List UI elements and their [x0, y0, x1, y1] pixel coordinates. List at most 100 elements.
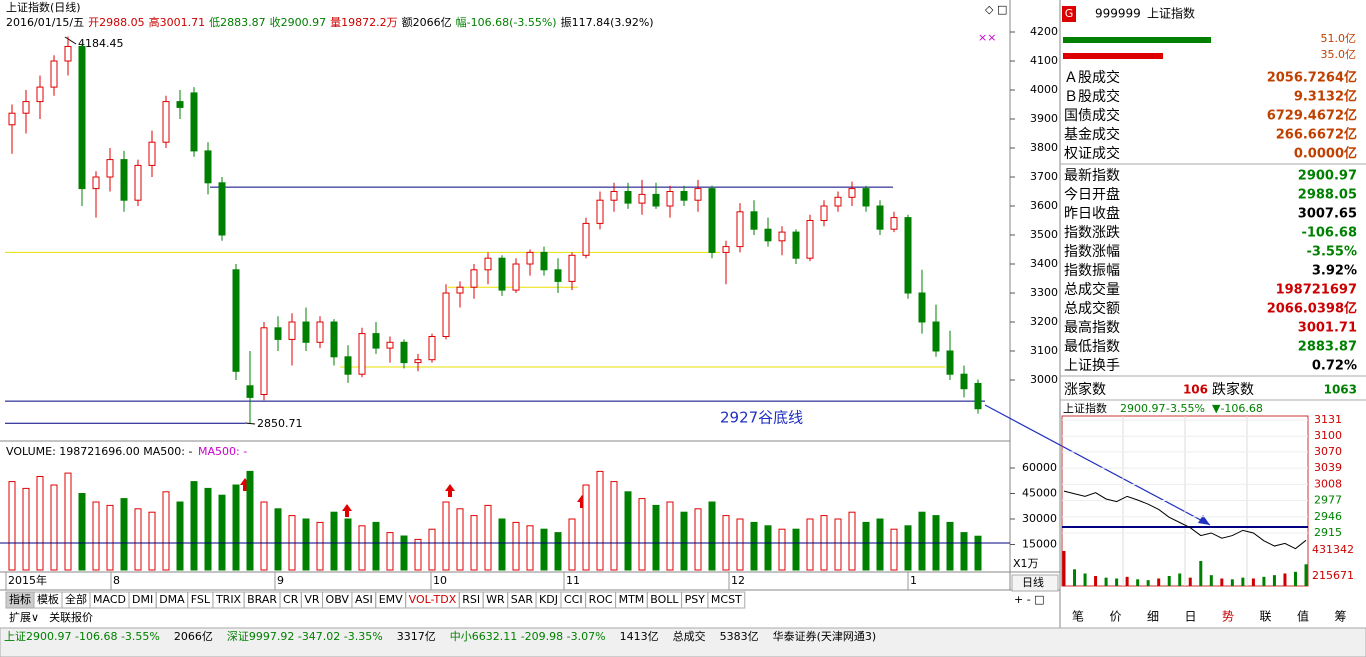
tab-label: SAR: [511, 593, 534, 606]
candle-body: [400, 341, 408, 364]
volume-bar: [344, 518, 352, 571]
tab[interactable]: CR: [279, 591, 302, 609]
volume-bar: [106, 504, 114, 571]
intraday-vol-label: 431342: [1312, 543, 1354, 556]
volume-bar: [400, 535, 408, 571]
volume-bar: [680, 511, 688, 571]
tab-label: BOLL: [650, 593, 679, 606]
volume-bar: [92, 501, 100, 571]
tab[interactable]: WR: [482, 591, 509, 609]
tab[interactable]: 模板: [33, 591, 63, 609]
tab[interactable]: VOL-TDX: [405, 591, 460, 609]
down-value: 1063: [1324, 383, 1357, 397]
tab[interactable]: VR: [300, 591, 324, 609]
bar-red: [1063, 53, 1163, 59]
period-label: 日线: [1022, 575, 1044, 589]
intraday-tick-label: 3008: [1314, 477, 1342, 490]
tab2-label[interactable]: 关联报价: [49, 610, 93, 624]
intraday-vol-label: 215671: [1312, 569, 1354, 582]
tab2-label[interactable]: 扩展∨: [9, 610, 39, 624]
panel-button[interactable]: 日: [1184, 610, 1196, 624]
volume-bar: [890, 528, 898, 571]
candle-body: [652, 193, 660, 207]
tab[interactable]: MACD: [89, 591, 130, 609]
row-value: -106.68: [1301, 226, 1357, 241]
volume-bar: [624, 491, 632, 571]
candle-body: [274, 327, 282, 340]
candle-body: [218, 182, 226, 236]
row-value: 2988.05: [1298, 188, 1357, 203]
row-label: Ａ股成交: [1064, 69, 1120, 86]
info-item: 高3001.71: [149, 15, 206, 29]
tab[interactable]: TRIX: [212, 591, 245, 609]
tab[interactable]: BRAR: [243, 591, 281, 609]
candle-body: [540, 251, 548, 271]
volume-bar: [274, 508, 282, 571]
tab[interactable]: OBV: [322, 591, 353, 609]
info-item: 振117.84(3.92%): [561, 15, 654, 29]
tab[interactable]: SAR: [507, 591, 537, 609]
candle-body: [876, 205, 884, 230]
row-value: 2900.97: [1298, 169, 1357, 184]
candle-body: [204, 150, 212, 184]
volume-bar: [862, 521, 870, 571]
row-value: 2066.0398亿: [1267, 301, 1357, 317]
candle-body: [806, 220, 814, 259]
volume-bar: [204, 487, 212, 571]
panel-button[interactable]: 筹: [1334, 610, 1346, 624]
candle-body: [554, 269, 562, 282]
row-label: 今日开盘: [1064, 186, 1120, 203]
tab[interactable]: CCI: [560, 591, 587, 609]
panel-button[interactable]: 联: [1259, 610, 1271, 624]
info-item: 额2066亿: [402, 16, 452, 29]
tab[interactable]: 指标: [5, 591, 35, 609]
status-bar: [0, 627, 1366, 657]
tab[interactable]: EMV: [375, 591, 407, 609]
tab[interactable]: MCST: [707, 591, 746, 609]
candle-body: [960, 373, 968, 390]
candle-body: [162, 101, 170, 143]
volume-bar: [260, 501, 268, 571]
volume-bar: [708, 501, 716, 571]
intraday-title: 上证指数: [1063, 401, 1107, 415]
date-label: 9: [277, 574, 284, 587]
volume-bar: [148, 511, 156, 571]
intraday-pct: -3.55%: [1166, 402, 1205, 415]
panel-button[interactable]: 价: [1109, 610, 1121, 624]
panel-button[interactable]: 笔: [1072, 609, 1084, 624]
volume-bar: [974, 535, 982, 571]
tab[interactable]: ROC: [585, 591, 617, 609]
y-tick-label: 4200: [1030, 25, 1058, 38]
tab[interactable]: FSL: [187, 591, 214, 609]
panel-button[interactable]: 势: [1222, 610, 1234, 624]
tab[interactable]: MTM: [615, 591, 648, 609]
tab[interactable]: ASI: [351, 591, 377, 609]
intraday-tick-label: 2915: [1314, 526, 1342, 539]
tab[interactable]: RSI: [458, 591, 484, 609]
tab[interactable]: DMI: [128, 591, 157, 609]
tab[interactable]: KDJ: [535, 591, 562, 609]
tab[interactable]: PSY: [681, 591, 709, 609]
panel-button[interactable]: 值: [1297, 609, 1309, 624]
panel-button[interactable]: 细: [1147, 610, 1159, 624]
intraday-tick-label: 3070: [1314, 445, 1342, 458]
row-value: 3001.71: [1298, 321, 1357, 336]
tab-label: CCI: [564, 593, 583, 606]
info-item: 2016/01/15/五: [6, 16, 84, 29]
row-label: 最低指数: [1064, 339, 1120, 355]
intraday-tick-label: 3100: [1314, 429, 1342, 442]
tab[interactable]: 全部: [61, 591, 91, 609]
volume-bar: [568, 518, 576, 571]
status-item: 1413亿: [620, 630, 659, 643]
tab[interactable]: DMA: [155, 591, 189, 609]
tab-label: VR: [304, 593, 320, 606]
intraday-tick-label: 2946: [1314, 510, 1342, 523]
tab-label: KDJ: [539, 593, 558, 606]
info-item: 量19872.2万: [330, 16, 398, 29]
row-label: 总成交量: [1064, 281, 1120, 298]
candle-body: [386, 341, 394, 349]
candle-body: [148, 141, 156, 166]
volume-tick-label: 15000: [1022, 538, 1057, 551]
tab[interactable]: BOLL: [646, 591, 683, 609]
candle-body: [22, 101, 30, 114]
